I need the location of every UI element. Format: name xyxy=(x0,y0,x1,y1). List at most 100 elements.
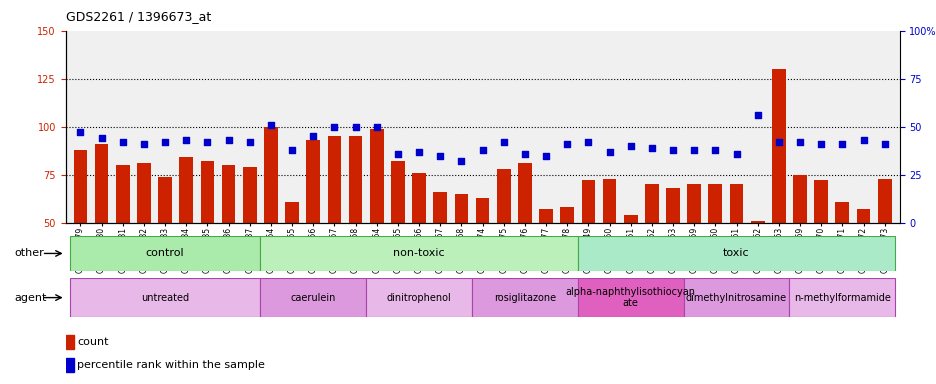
Bar xyxy=(66,358,74,372)
Bar xyxy=(475,198,489,223)
Bar xyxy=(560,207,574,223)
Point xyxy=(496,139,511,145)
Point xyxy=(686,147,701,153)
Bar xyxy=(242,167,256,223)
Bar xyxy=(264,127,277,223)
Point xyxy=(580,139,595,145)
Point xyxy=(644,145,659,151)
FancyBboxPatch shape xyxy=(472,278,578,317)
Bar xyxy=(73,150,87,223)
Bar xyxy=(813,180,827,223)
Point xyxy=(221,137,236,143)
Point xyxy=(137,141,152,147)
Text: untreated: untreated xyxy=(140,293,189,303)
FancyBboxPatch shape xyxy=(683,278,789,317)
Point xyxy=(199,139,214,145)
Bar xyxy=(856,209,870,223)
Point xyxy=(390,151,405,157)
Point xyxy=(538,152,553,159)
Text: dinitrophenol: dinitrophenol xyxy=(387,293,451,303)
Point xyxy=(453,158,468,164)
Bar xyxy=(708,184,722,223)
Point xyxy=(242,139,257,145)
FancyBboxPatch shape xyxy=(70,278,260,317)
Point xyxy=(770,139,785,145)
FancyBboxPatch shape xyxy=(578,278,683,317)
Point xyxy=(475,147,490,153)
Text: percentile rank within the sample: percentile rank within the sample xyxy=(78,360,265,370)
Bar xyxy=(602,179,616,223)
Text: agent: agent xyxy=(14,293,47,303)
Bar xyxy=(454,194,468,223)
Point xyxy=(369,124,384,130)
Bar xyxy=(623,215,636,223)
Text: count: count xyxy=(78,337,109,347)
Point xyxy=(602,149,617,155)
Bar xyxy=(116,165,129,223)
Bar xyxy=(222,165,235,223)
Bar xyxy=(306,140,320,223)
Point xyxy=(432,152,447,159)
Point xyxy=(157,139,172,145)
Bar xyxy=(95,144,109,223)
Point xyxy=(812,141,827,147)
Bar xyxy=(328,136,341,223)
Bar xyxy=(518,163,532,223)
Bar xyxy=(348,136,362,223)
Bar xyxy=(877,179,891,223)
FancyBboxPatch shape xyxy=(366,278,472,317)
Bar xyxy=(644,184,658,223)
Text: other: other xyxy=(14,248,44,258)
Bar xyxy=(179,157,193,223)
Point xyxy=(856,137,870,143)
FancyBboxPatch shape xyxy=(789,278,894,317)
Bar xyxy=(370,129,383,223)
Point xyxy=(94,135,109,141)
Bar xyxy=(538,209,552,223)
Point xyxy=(750,112,765,118)
Text: n-methylformamide: n-methylformamide xyxy=(793,293,890,303)
Point xyxy=(179,137,194,143)
Point xyxy=(517,151,532,157)
Bar xyxy=(158,177,172,223)
Point xyxy=(665,147,680,153)
Point xyxy=(559,141,574,147)
Text: dimethylnitrosamine: dimethylnitrosamine xyxy=(685,293,786,303)
Bar xyxy=(729,184,742,223)
Text: GDS2261 / 1396673_at: GDS2261 / 1396673_at xyxy=(66,10,211,23)
Point xyxy=(73,129,88,136)
Bar xyxy=(792,175,806,223)
Point xyxy=(327,124,342,130)
Point xyxy=(347,124,362,130)
FancyBboxPatch shape xyxy=(70,236,260,271)
Bar xyxy=(665,188,680,223)
Bar xyxy=(687,184,700,223)
Bar xyxy=(750,221,764,223)
Point xyxy=(411,149,426,155)
Text: toxic: toxic xyxy=(723,248,749,258)
Point xyxy=(115,139,130,145)
Text: non-toxic: non-toxic xyxy=(393,248,445,258)
Point xyxy=(728,151,743,157)
Point xyxy=(305,133,320,139)
Bar xyxy=(390,161,404,223)
Text: caerulein: caerulein xyxy=(290,293,336,303)
Bar xyxy=(432,192,446,223)
Bar xyxy=(200,161,214,223)
Point xyxy=(876,141,891,147)
FancyBboxPatch shape xyxy=(260,278,366,317)
Bar xyxy=(581,180,594,223)
Bar xyxy=(66,335,74,349)
Bar xyxy=(496,169,510,223)
Text: rosiglitazone: rosiglitazone xyxy=(493,293,555,303)
Point xyxy=(263,122,278,128)
FancyBboxPatch shape xyxy=(578,236,894,271)
Point xyxy=(792,139,807,145)
Point xyxy=(285,147,300,153)
Bar xyxy=(137,163,151,223)
Point xyxy=(834,141,849,147)
Point xyxy=(707,147,722,153)
Bar xyxy=(412,173,426,223)
Bar xyxy=(771,69,785,223)
Text: control: control xyxy=(146,248,184,258)
